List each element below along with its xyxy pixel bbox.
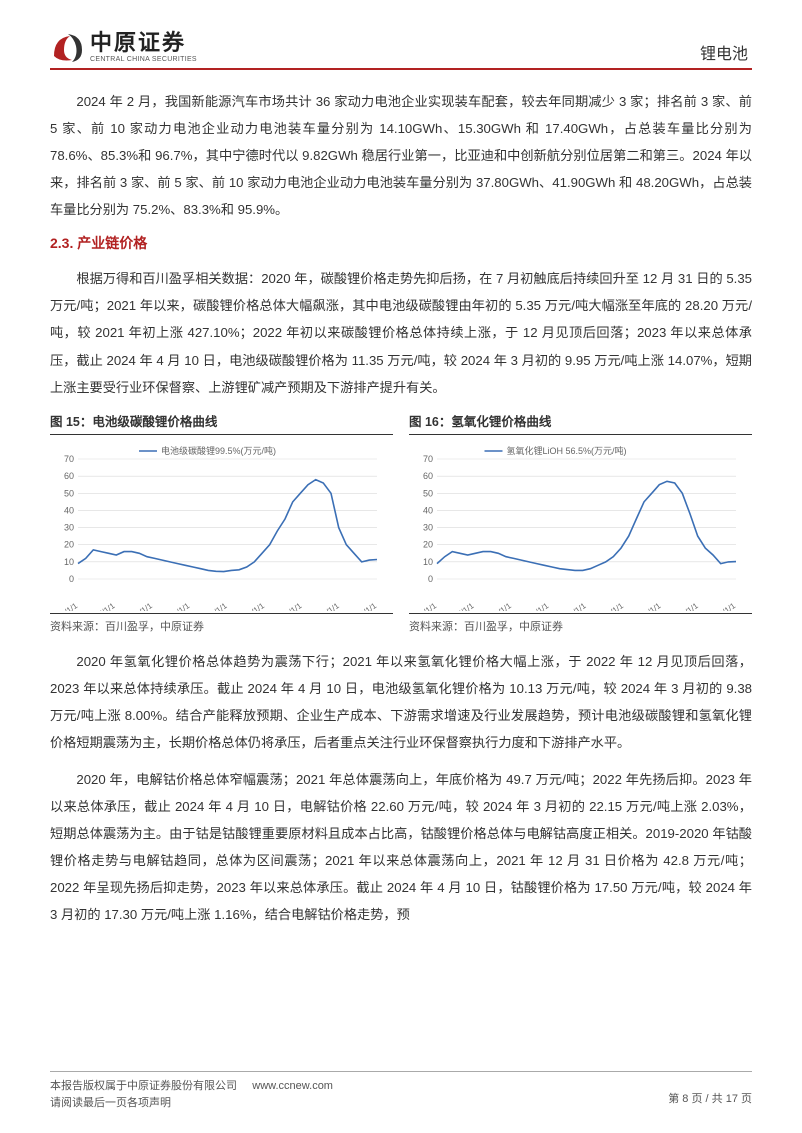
svg-text:2021/1/1: 2021/1/1 [594,601,625,611]
paragraph-2: 根据万得和百川盈孚相关数据：2020 年，碳酸锂价格走势先抑后扬，在 7 月初触… [50,265,752,400]
chart-16: 氢氧化锂LiOH 56.5%(万元/吨) 0 10 20 30 40 50 60 70 2016/… [409,441,752,611]
svg-text:30: 30 [423,522,433,532]
svg-text:50: 50 [64,488,74,498]
page-title: 锂电池 [700,40,752,64]
logo-text-en: CENTRAL CHINA SECURITIES [90,56,197,63]
svg-text:40: 40 [423,505,433,515]
footer-page: 第 8 页 / 共 17 页 [668,1093,752,1105]
svg-text:2018/1/1: 2018/1/1 [482,601,513,611]
svg-text:2020/1/1: 2020/1/1 [198,601,229,611]
svg-text:2024/1/1: 2024/1/1 [347,601,378,611]
svg-text:2017/1/1: 2017/1/1 [86,601,117,611]
svg-text:10: 10 [423,556,433,566]
footer-disclaimer: 请阅读最后一页各项声明 [50,1097,171,1109]
svg-text:0: 0 [69,574,74,584]
page-header: 中原证券 CENTRAL CHINA SECURITIES 锂电池 [50,30,752,70]
footer-copyright: 本报告版权属于中原证券股份有限公司 [50,1080,237,1092]
footer-url: www.ccnew.com [252,1080,333,1092]
svg-text:30: 30 [64,522,74,532]
svg-text:20: 20 [64,539,74,549]
svg-text:50: 50 [423,488,433,498]
svg-text:2017/1/1: 2017/1/1 [445,601,476,611]
svg-text:2016/1/1: 2016/1/1 [50,601,80,611]
svg-text:60: 60 [64,471,74,481]
svg-text:2016/1/1: 2016/1/1 [409,601,439,611]
chart-15-col: 图 15：电池级碳酸锂价格曲线 电池级碳酸锂99.5%(万元/吨) 0 10 20 30… [50,411,393,634]
svg-text:电池级碳酸锂99.5%(万元/吨): 电池级碳酸锂99.5%(万元/吨) [161,445,276,456]
page-footer: 本报告版权属于中原证券股份有限公司 www.ccnew.com 请阅读最后一页各… [50,1071,752,1113]
svg-text:20: 20 [423,539,433,549]
svg-text:2022/1/1: 2022/1/1 [632,601,663,611]
svg-text:氢氧化锂LiOH 56.5%(万元/吨): 氢氧化锂LiOH 56.5%(万元/吨) [507,445,627,456]
svg-text:2020/1/1: 2020/1/1 [557,601,588,611]
svg-text:2019/1/1: 2019/1/1 [520,601,551,611]
chart-row: 图 15：电池级碳酸锂价格曲线 电池级碳酸锂99.5%(万元/吨) 0 10 20 30… [50,411,752,634]
svg-text:60: 60 [423,471,433,481]
svg-text:0: 0 [428,574,433,584]
paragraph-1: 2024 年 2 月，我国新能源汽车市场共计 36 家动力电池企业实现装车配套，… [50,88,752,223]
svg-text:2024/1/1: 2024/1/1 [706,601,737,611]
svg-text:2018/1/1: 2018/1/1 [123,601,154,611]
chart-16-col: 图 16：氢氧化锂价格曲线 氢氧化锂LiOH 56.5%(万元/吨) 0 10 20 3… [409,411,752,634]
logo-icon [50,30,84,64]
svg-text:2019/1/1: 2019/1/1 [161,601,192,611]
svg-text:40: 40 [64,505,74,515]
paragraph-3: 2020 年氢氧化锂价格总体趋势为震荡下行；2021 年以来氢氧化锂价格大幅上涨… [50,648,752,756]
section-heading: 2.3. 产业链价格 [50,233,752,253]
chart-15-source: 资料来源：百川盈孚，中原证券 [50,613,393,634]
svg-text:2023/1/1: 2023/1/1 [310,601,341,611]
logo-text-cn: 中原证券 [90,32,197,54]
chart-15-title: 图 15：电池级碳酸锂价格曲线 [50,411,393,435]
logo: 中原证券 CENTRAL CHINA SECURITIES [50,30,197,64]
chart-15: 电池级碳酸锂99.5%(万元/吨) 0 10 20 30 40 50 60 70 2016/1/1… [50,441,393,611]
chart-16-source: 资料来源：百川盈孚，中原证券 [409,613,752,634]
svg-text:70: 70 [64,454,74,464]
svg-text:2022/1/1: 2022/1/1 [273,601,304,611]
svg-text:70: 70 [423,454,433,464]
svg-text:10: 10 [64,556,74,566]
paragraph-4: 2020 年，电解钴价格总体窄幅震荡；2021 年总体震荡向上，年底价格为 49… [50,766,752,928]
chart-16-title: 图 16：氢氧化锂价格曲线 [409,411,752,435]
svg-text:2023/1/1: 2023/1/1 [669,601,700,611]
svg-text:2021/1/1: 2021/1/1 [235,601,266,611]
